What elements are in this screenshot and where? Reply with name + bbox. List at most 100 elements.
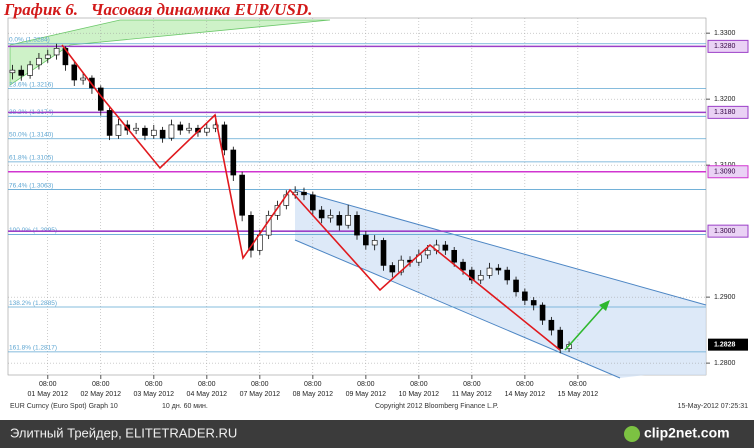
y-tick-label: 1.3200 bbox=[714, 96, 736, 103]
fib-label: 61.8% (1.3105) bbox=[9, 155, 53, 162]
candle-body bbox=[380, 240, 387, 266]
grid bbox=[8, 18, 706, 375]
x-tick-label: 08:00 bbox=[569, 381, 587, 388]
x-date-label: 10 May 2012 bbox=[399, 391, 440, 398]
candle-body bbox=[327, 215, 334, 219]
candle-body bbox=[44, 54, 51, 59]
fib-label: 23.6% (1.3216) bbox=[9, 81, 53, 88]
level-label: 1.3280 bbox=[714, 43, 736, 50]
fib-label: 50.0% (1.3140) bbox=[9, 131, 53, 138]
y-tick-label: 1.2800 bbox=[714, 360, 736, 367]
x-date-label: 04 May 2012 bbox=[187, 391, 228, 398]
last-price-box bbox=[708, 338, 748, 351]
candle-body bbox=[71, 64, 78, 81]
x-tick-label: 08:00 bbox=[251, 381, 269, 388]
candle-body bbox=[301, 191, 307, 196]
candle-body bbox=[557, 329, 564, 349]
footer-period: 10 дн. 60 мин. bbox=[162, 403, 208, 410]
candle-body bbox=[212, 124, 219, 129]
green-channel bbox=[9, 19, 331, 86]
candle-body bbox=[150, 129, 157, 136]
candle-body bbox=[248, 215, 254, 251]
x-date-label: 11 May 2012 bbox=[452, 391, 492, 398]
level-box bbox=[707, 39, 749, 53]
logo-text[interactable]: clip2net.com bbox=[644, 425, 730, 441]
candle-body bbox=[186, 127, 192, 131]
candle-body bbox=[230, 149, 237, 176]
y-tick-label: 1.3300 bbox=[714, 30, 736, 37]
level-box bbox=[707, 224, 749, 238]
candle-body bbox=[451, 249, 457, 263]
x-tick-label: 08:00 bbox=[92, 381, 110, 388]
x-tick-label: 08:00 bbox=[39, 381, 57, 388]
candle-body bbox=[486, 267, 493, 276]
last-price-label: 1.2828 bbox=[714, 341, 736, 348]
candle-body bbox=[177, 124, 184, 131]
candle-body bbox=[513, 279, 519, 293]
footer-time: 15-May-2012 07:25:31 bbox=[678, 403, 749, 410]
x-date-label: 01 May 2012 bbox=[28, 391, 69, 398]
logo-icon bbox=[624, 426, 640, 442]
candle-body bbox=[530, 300, 537, 306]
candle-body bbox=[469, 269, 475, 281]
candle-body bbox=[203, 127, 210, 133]
candle-body bbox=[345, 215, 351, 226]
x-tick-label: 08:00 bbox=[357, 381, 375, 388]
fib-label: 161.8% (1.2817) bbox=[9, 345, 57, 352]
candle-body bbox=[257, 234, 263, 251]
level-box bbox=[707, 105, 749, 119]
candle-body bbox=[27, 64, 33, 76]
x-tick-label: 08:00 bbox=[198, 381, 216, 388]
arrow-head bbox=[599, 300, 610, 311]
candle-body bbox=[460, 261, 466, 271]
x-date-label: 15 May 2012 bbox=[558, 391, 599, 398]
chart-title: График 6. Часовая динамика EUR/USD. bbox=[3, 0, 312, 19]
candle-body bbox=[168, 124, 175, 139]
zigzag bbox=[61, 44, 561, 351]
candle-body bbox=[133, 127, 139, 131]
candle-body bbox=[398, 259, 404, 273]
x-tick-label: 08:00 bbox=[516, 381, 534, 388]
candle-body bbox=[336, 215, 343, 226]
level-box bbox=[707, 165, 749, 179]
fib-label: 0.0% (1.3284) bbox=[9, 36, 50, 43]
candle-body bbox=[363, 234, 369, 246]
candle-body bbox=[389, 265, 396, 273]
x-date-label: 14 May 2012 bbox=[505, 391, 546, 398]
candle-body bbox=[115, 124, 122, 136]
candle-body bbox=[106, 110, 113, 136]
fib-label: 76.4% (1.3063) bbox=[9, 182, 53, 189]
banner-text: Элитный Трейдер, ELITETRADER.RU bbox=[10, 425, 237, 440]
candle-body bbox=[495, 267, 502, 271]
candle-body bbox=[89, 77, 95, 89]
candle-body bbox=[239, 174, 245, 216]
candle-body bbox=[142, 127, 148, 136]
candle-body bbox=[442, 244, 449, 251]
candle-body bbox=[159, 129, 166, 139]
trend-channel bbox=[295, 190, 706, 378]
candle-body bbox=[221, 124, 228, 151]
level-label: 1.3090 bbox=[714, 169, 736, 176]
fib-label: 138.2% (1.2885) bbox=[9, 300, 57, 307]
footer-copyright: Copyright 2012 Bloomberg Finance L.P. bbox=[375, 403, 499, 410]
candle-body bbox=[53, 48, 60, 56]
candle-body bbox=[477, 275, 484, 281]
x-date-label: 08 May 2012 bbox=[293, 391, 334, 398]
candle-body bbox=[354, 215, 360, 236]
x-date-label: 02 May 2012 bbox=[81, 391, 122, 398]
candle-body bbox=[548, 319, 555, 331]
x-tick-label: 08:00 bbox=[304, 381, 322, 388]
channel-lower bbox=[294, 239, 621, 379]
candle-body bbox=[522, 291, 528, 301]
footer-security: EUR Curncy (Euro Spot) Graph 10 bbox=[10, 403, 118, 410]
y-tick-label: 1.2900 bbox=[714, 294, 736, 301]
candle-body bbox=[80, 77, 86, 81]
candle-body bbox=[371, 240, 378, 246]
candle-body bbox=[9, 69, 16, 74]
forecast-arrow bbox=[564, 304, 606, 351]
x-date-label: 07 May 2012 bbox=[240, 391, 281, 398]
x-tick-label: 08:00 bbox=[410, 381, 428, 388]
x-tick-label: 08:00 bbox=[145, 381, 163, 388]
candle-body bbox=[318, 209, 325, 219]
